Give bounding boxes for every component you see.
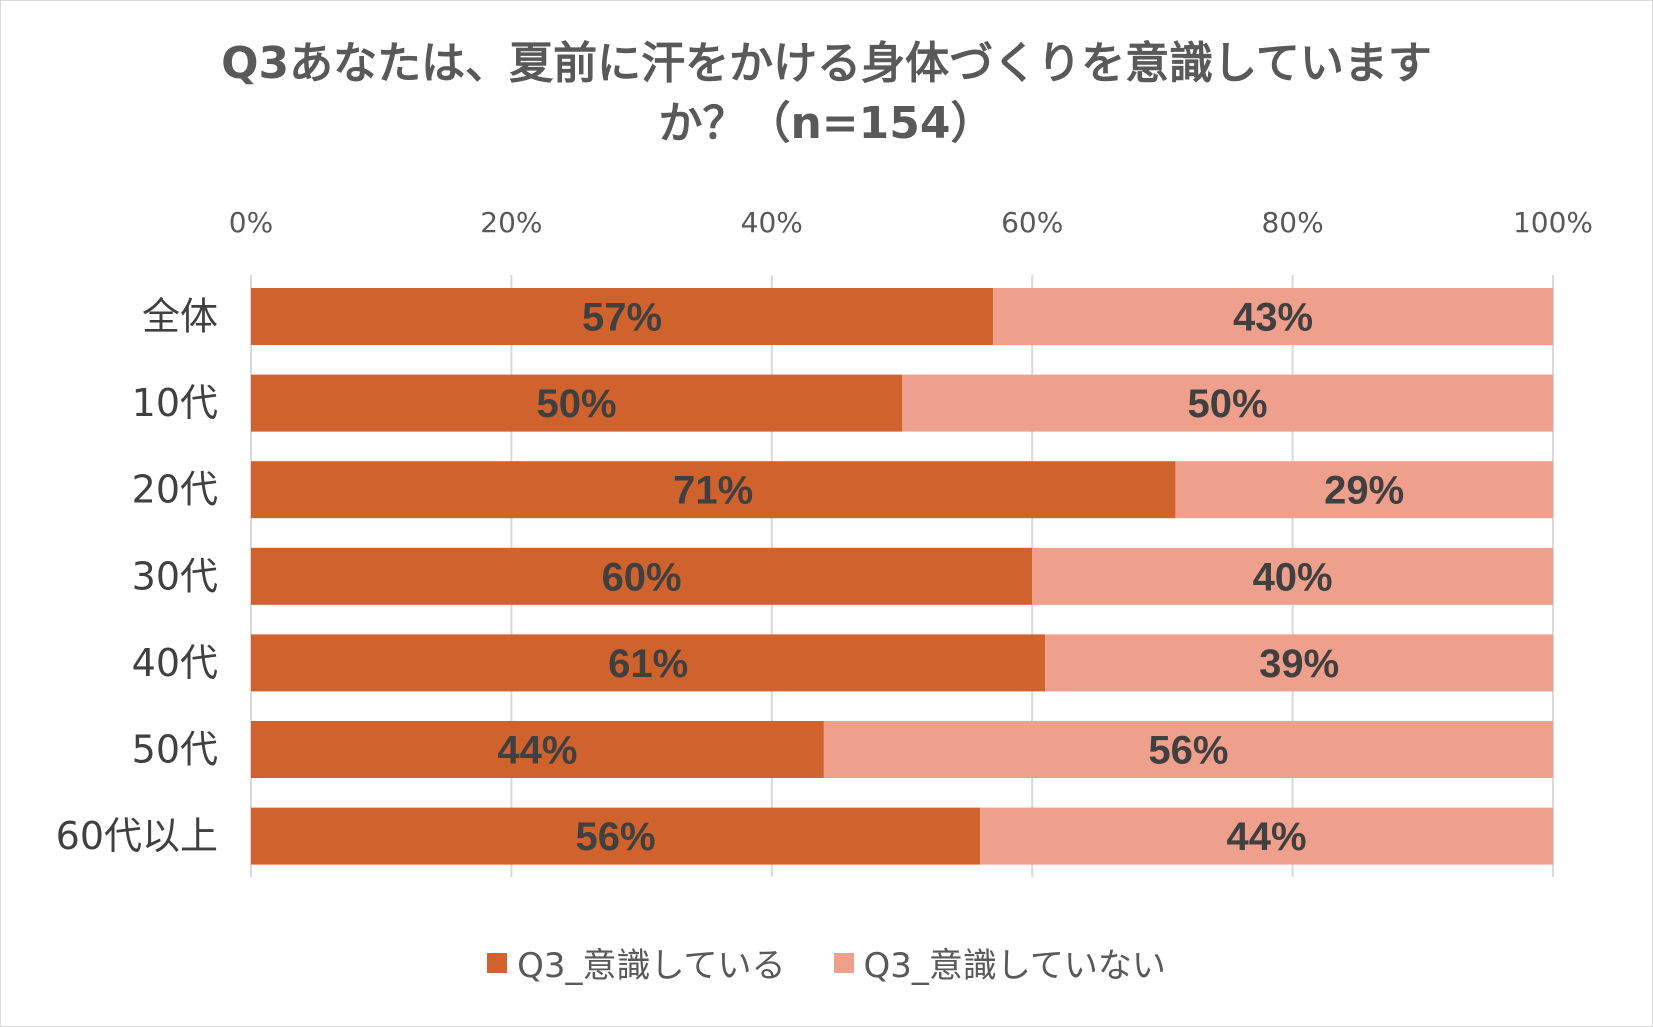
data-label: 56% (576, 815, 656, 859)
data-label: 50% (536, 382, 616, 426)
bar-segment-series-1 (251, 807, 981, 865)
x-tick-label: 40% (741, 206, 803, 239)
bar-segment-series-2 (1045, 634, 1553, 692)
bar-segment-series-1 (251, 634, 1046, 692)
category-label: 全体 (142, 295, 218, 339)
bar-segment-series-2 (1032, 547, 1553, 605)
data-label: 40% (1253, 555, 1333, 599)
chart-title: Q3あなたは、夏前に汗をかける身体づくりを意識しています か？（n=154） (0, 34, 1653, 154)
bar-segment-series-1 (251, 461, 1176, 519)
data-label: 29% (1324, 469, 1404, 513)
bar-segment-series-1 (251, 547, 1033, 605)
data-label: 61% (608, 642, 688, 686)
chart-title-line1: Q3あなたは、夏前に汗をかける身体づくりを意識しています (221, 38, 1432, 89)
legend-item-series-1: Q3_意識している (487, 938, 786, 987)
category-label: 40代 (132, 641, 218, 685)
data-label: 44% (1227, 815, 1307, 859)
legend-label-series-2: Q3_意識していない (863, 946, 1166, 986)
x-tick-label: 60% (1001, 206, 1063, 239)
data-label: 57% (582, 296, 662, 340)
bar-segment-series-2 (1175, 461, 1553, 519)
bars (251, 288, 1553, 865)
x-tick-label: 20% (480, 206, 542, 239)
legend-label-series-1: Q3_意識している (517, 946, 786, 986)
category-label: 50代 (132, 728, 218, 772)
data-label: 39% (1259, 642, 1339, 686)
bar-segment-series-2 (993, 288, 1553, 345)
category-labels: 全体 10代 20代 30代 40代 50代 60代以上 (56, 295, 218, 859)
chart-title-line2: か？（n=154） (658, 98, 995, 149)
data-label: 43% (1233, 296, 1313, 340)
legend-swatch-series-1 (487, 952, 508, 973)
data-labels: 57% 43% 50% 50% 71% 29% 60% 40% 61% 39% 44% 56% 56% 4… (497, 296, 1404, 860)
bar-segment-series-2 (823, 721, 1553, 778)
x-tick-label: 0% (229, 206, 273, 239)
data-label: 56% (1148, 729, 1228, 773)
data-label: 50% (1187, 382, 1267, 426)
bar-segment-series-2 (980, 807, 1553, 865)
legend-item-series-2: Q3_意識していない (833, 938, 1166, 987)
data-label: 44% (497, 729, 577, 773)
category-label: 10代 (132, 381, 218, 425)
x-axis-ticks: 0% 20% 40% 60% 80% 100% (229, 206, 1593, 239)
x-tick-label: 100% (1513, 206, 1593, 239)
bar-segment-series-1 (251, 374, 902, 432)
bar-segment-series-1 (251, 721, 824, 778)
legend: Q3_意識している Q3_意識していない (0, 938, 1653, 987)
data-label: 60% (602, 555, 682, 599)
category-label: 20代 (132, 468, 218, 512)
x-tick-label: 80% (1261, 206, 1323, 239)
data-label: 71% (673, 469, 753, 513)
bar-segment-series-1 (251, 288, 994, 345)
bar-segment-series-2 (902, 374, 1553, 432)
category-label: 60代以上 (56, 814, 218, 858)
legend-swatch-series-2 (833, 952, 854, 973)
category-label: 30代 (132, 554, 218, 598)
